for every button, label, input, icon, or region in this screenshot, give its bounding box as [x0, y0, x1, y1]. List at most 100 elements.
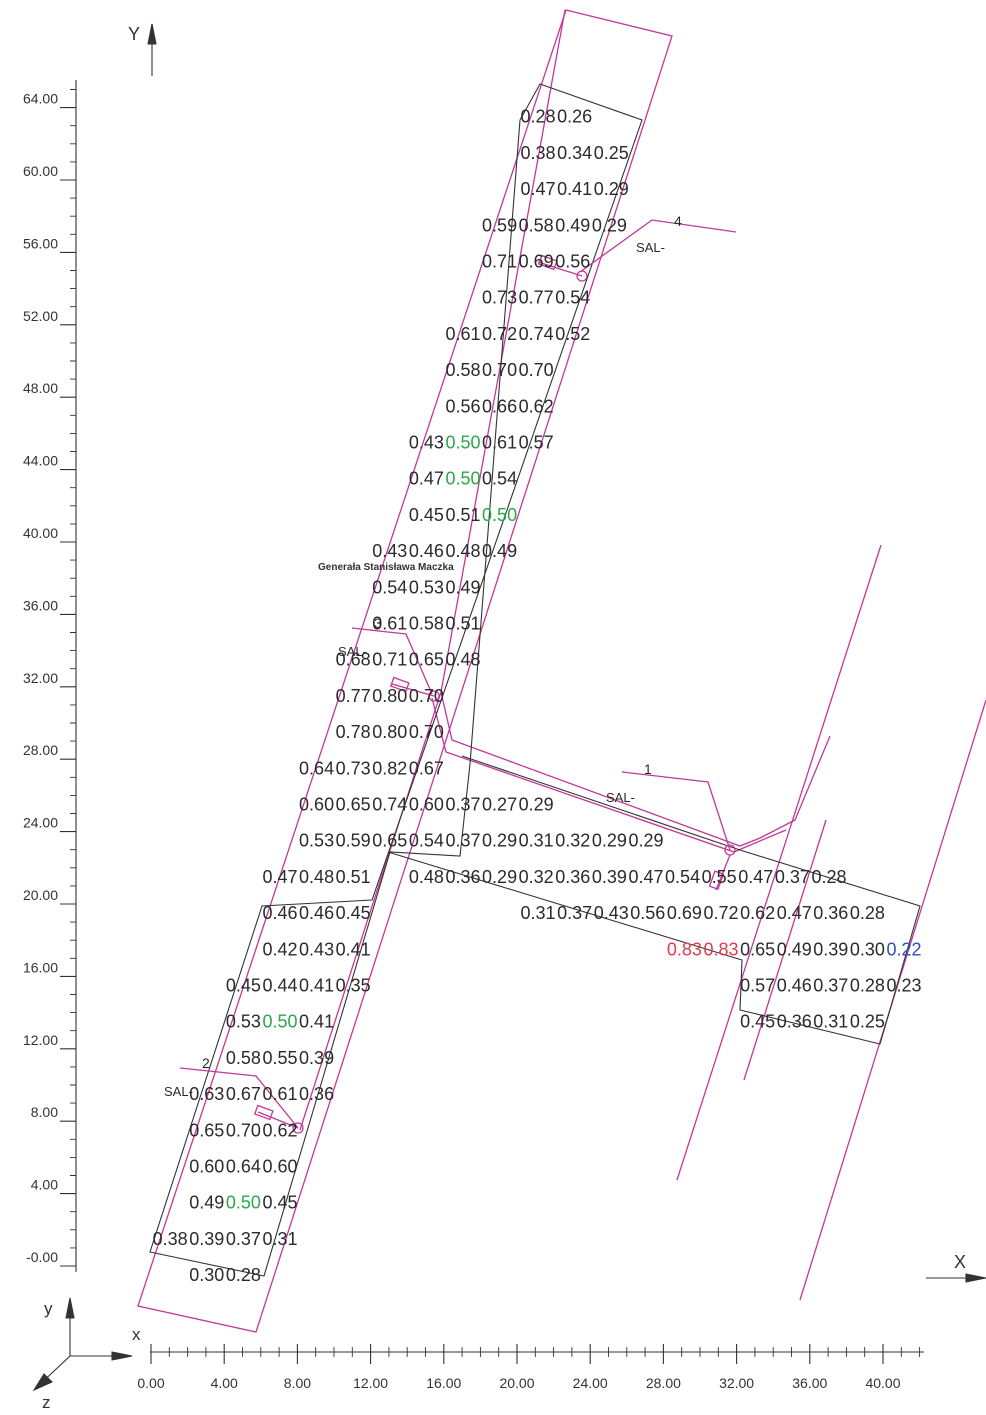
illuminance-value: 0.77	[336, 686, 371, 706]
illuminance-value: 0.41	[299, 975, 334, 995]
x-axis-tick-label: 20.00	[499, 1375, 534, 1391]
luminaire-2-pole	[292, 1122, 304, 1134]
illuminance-value: 0.54	[555, 288, 590, 308]
y-axis-title: Y	[128, 24, 140, 44]
illuminance-value: 0.29	[594, 179, 629, 199]
illuminance-value: 0.28	[850, 975, 885, 995]
side-lane-line	[299, 691, 442, 1131]
y-axis-tick-label: 56.00	[23, 235, 58, 251]
illuminance-value: 0.61	[372, 613, 407, 633]
illuminance-value: 0.74	[372, 794, 407, 814]
y-axis-tick-label: 28.00	[23, 742, 58, 758]
y-axis-tick-label: -0.00	[26, 1249, 58, 1265]
illuminance-value: 0.51	[336, 867, 371, 887]
illuminance-value: 0.71	[372, 650, 407, 670]
illuminance-value: 0.47	[628, 867, 663, 887]
illuminance-value: 0.53	[226, 1012, 261, 1032]
illuminance-value: 0.50	[445, 469, 480, 489]
illuminance-value: 0.29	[592, 831, 627, 851]
illuminance-value: 0.42	[262, 939, 297, 959]
illuminance-value: 0.56	[630, 903, 665, 923]
illuminance-value: 0.58	[226, 1048, 261, 1068]
x-axis-title: X	[954, 1252, 966, 1272]
x-axis-tick-label: 28.00	[646, 1375, 681, 1391]
illuminance-value: 0.60	[262, 1156, 297, 1176]
illuminance-value: 0.48	[445, 650, 480, 670]
illuminance-value: 0.70	[226, 1120, 261, 1140]
illuminance-value: 0.60	[189, 1156, 224, 1176]
illuminance-value: 0.41	[336, 939, 371, 959]
luminaire-3-pole	[428, 690, 440, 702]
x-axis-tick-label: 12.00	[353, 1375, 388, 1391]
y-axis-labels: 64.00 60.00 56.00 52.00 48.00 44.00 40.00 36.00…	[23, 91, 58, 1265]
illuminance-value: 0.60	[299, 794, 334, 814]
y-axis-tick-label: 12.00	[23, 1032, 58, 1048]
y-axis-major-ticks	[60, 107, 76, 1267]
illuminance-value: 0.57	[740, 975, 775, 995]
illuminance-value: 0.43	[594, 903, 629, 923]
illuminance-value: 0.70	[519, 360, 554, 380]
illuminance-value: 0.28	[850, 903, 885, 923]
illuminance-value: 0.72	[482, 324, 517, 344]
triad-y-label: y	[44, 1299, 53, 1318]
illuminance-value: 0.37	[813, 975, 848, 995]
illuminance-value: 0.41	[557, 179, 592, 199]
x-title-arrow-head	[965, 1273, 986, 1283]
illuminance-value: 0.43	[409, 432, 444, 452]
illuminance-value: 0.31	[813, 1012, 848, 1032]
illuminance-value: 0.31	[520, 903, 555, 923]
illuminance-value: 0.29	[482, 867, 517, 887]
illuminance-value: 0.70	[482, 360, 517, 380]
y-axis-tick-label: 32.00	[23, 670, 58, 686]
illuminance-value: 0.58	[409, 613, 444, 633]
y-axis-tick-label: 60.00	[23, 163, 58, 179]
illuminance-value: 0.37	[226, 1229, 261, 1249]
y-axis-tick-label: 64.00	[23, 91, 58, 107]
triad-y-head	[65, 1297, 75, 1319]
illuminance-value: 0.63	[189, 1084, 224, 1104]
illuminance-value: 0.78	[336, 722, 371, 742]
main-road-outline	[137, 9, 673, 1333]
illuminance-value: 0.28	[811, 867, 846, 887]
triad-x-label: x	[132, 1325, 141, 1344]
illuminance-value: 0.30	[850, 939, 885, 959]
illuminance-value: 0.25	[594, 143, 629, 163]
illuminance-value: 0.50	[226, 1193, 261, 1213]
illuminance-value: 0.29	[519, 794, 554, 814]
calculation-areas	[149, 83, 921, 1277]
illuminance-value: 0.70	[409, 722, 444, 742]
illuminance-value: 0.31	[262, 1229, 297, 1249]
illuminance-value: 0.49	[777, 939, 812, 959]
y-axis-tick-label: 44.00	[23, 453, 58, 469]
illuminance-value: 0.65	[189, 1120, 224, 1140]
triad-x-head	[111, 1351, 133, 1361]
illuminance-value: 0.38	[520, 143, 555, 163]
y-axis-tick-label: 36.00	[23, 597, 58, 613]
luminaire-4-number: 4	[674, 213, 682, 229]
illuminance-value: 0.46	[299, 903, 334, 923]
illuminance-value: 0.31	[519, 831, 554, 851]
illuminance-value: 0.30	[189, 1265, 224, 1285]
luminaire-2-arm	[257, 1111, 299, 1129]
x-axis-tick-label: 32.00	[719, 1375, 754, 1391]
illuminance-value: 0.74	[519, 324, 554, 344]
illuminance-value: 0.36	[777, 1012, 812, 1032]
illuminance-value: 0.48	[409, 867, 444, 887]
illuminance-value: 0.54	[372, 577, 407, 597]
illuminance-value: 0.56	[445, 396, 480, 416]
illuminance-value: 0.77	[519, 288, 554, 308]
illuminance-value: 0.29	[592, 215, 627, 235]
illuminance-value: 0.64	[226, 1156, 261, 1176]
luminaire-1-leader	[621, 771, 731, 851]
junction-curve-inner	[431, 697, 787, 853]
illuminance-value: 0.62	[262, 1120, 297, 1140]
triad-z-label: z	[42, 1393, 51, 1410]
illuminance-value: 0.55	[262, 1048, 297, 1068]
orientation-triad	[32, 1297, 133, 1392]
y-axis-tick-label: 52.00	[23, 308, 58, 324]
illuminance-value: 0.45	[409, 505, 444, 525]
illuminance-value: 0.71	[482, 251, 517, 271]
illuminance-value: 0.55	[702, 867, 737, 887]
